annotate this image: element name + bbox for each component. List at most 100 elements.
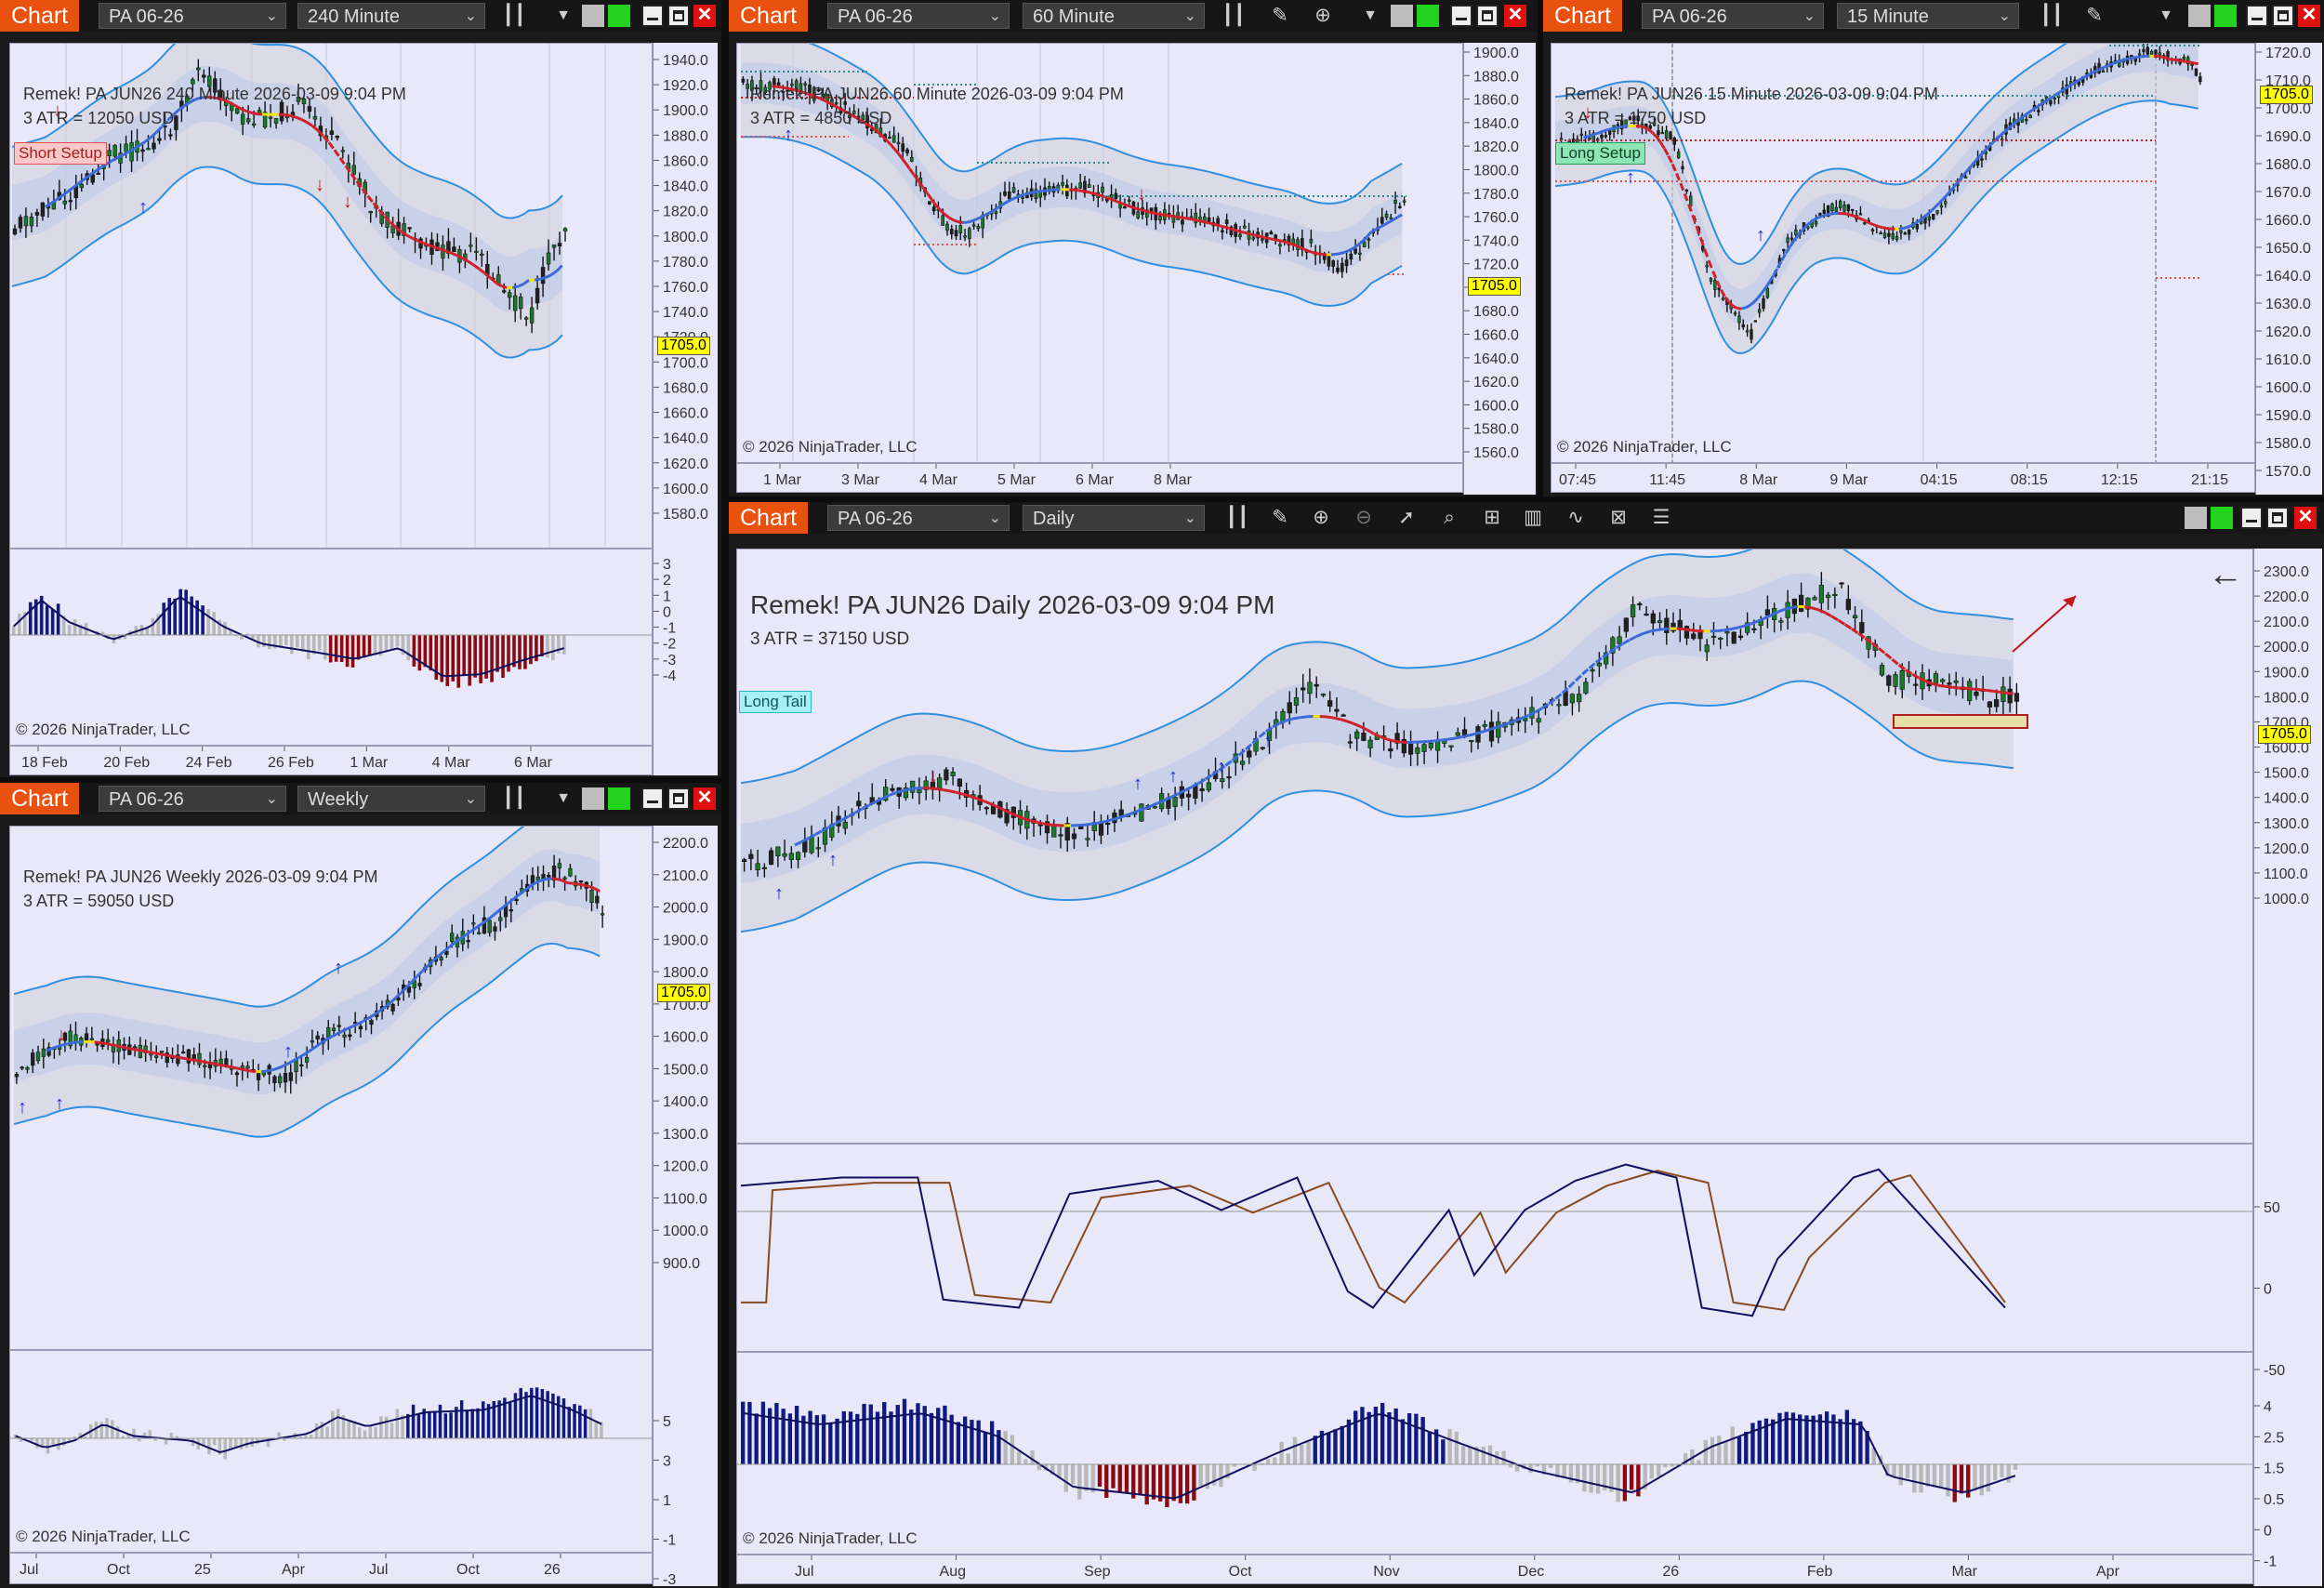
candle-body: [1879, 665, 1885, 676]
price-panel[interactable]: ↓ ↑ ↓ ↓ Remek! PA JUN26 240 Minute 2026-03-…: [9, 43, 653, 549]
bar-type-icon[interactable]: ┃┃: [502, 787, 526, 809]
minimize-button[interactable]: [1450, 5, 1472, 27]
chart-tab[interactable]: Chart: [0, 783, 80, 814]
data-box-icon[interactable]: ⌕: [1444, 507, 1455, 528]
minimize-button[interactable]: [2246, 5, 2268, 27]
bar-type-icon[interactable]: ┃┃: [1221, 5, 1246, 26]
time-axis[interactable]: 1 Mar 3 Mar 4 Mar 5 Mar 6 Mar 8 Mar: [736, 463, 1463, 493]
link-status-button[interactable]: [1417, 5, 1439, 27]
zoom-out-icon[interactable]: ⊖: [1355, 507, 1372, 528]
close-button[interactable]: ✕: [2298, 5, 2320, 27]
trend-line-segment: [929, 787, 937, 790]
oscillator-panel[interactable]: © 2026 NinjaTrader, LLC: [9, 1350, 653, 1553]
zoom-in-icon[interactable]: ⊕: [1314, 5, 1331, 26]
candle-body: [301, 99, 307, 105]
stochastic-panel[interactable]: [736, 1144, 2253, 1352]
price-panel[interactable]: ↑ ↓ Remek! PA JUN26 60 Minute 2026-03-09 …: [736, 43, 1463, 463]
histogram-bar: [1885, 1464, 1890, 1476]
link-color-button[interactable]: [2188, 5, 2211, 27]
trend-line-segment: [276, 1065, 284, 1070]
close-button[interactable]: ✕: [1504, 5, 1526, 27]
axis-tick-label: 5: [663, 1414, 671, 1430]
link-color-button[interactable]: [582, 5, 604, 27]
instrument-selector[interactable]: PA 06-26 ⌄: [827, 505, 1010, 531]
close-button[interactable]: ✕: [693, 787, 716, 810]
maximize-button[interactable]: [667, 5, 690, 27]
draw-pen-icon[interactable]: ✎: [2086, 5, 2103, 26]
price-axis[interactable]: 2200.0 2100.0 2000.0 1900.0 1800.0 1700.0 1600…: [653, 826, 718, 1586]
trend-line-segment: [1352, 244, 1359, 250]
minimize-button[interactable]: [641, 787, 664, 810]
link-status-button[interactable]: [608, 5, 630, 27]
link-color-button[interactable]: [2185, 507, 2207, 529]
histogram-bar: [1501, 1450, 1506, 1464]
up-arrow-icon: ↑: [774, 883, 784, 904]
chevron-down-icon[interactable]: ▼: [556, 790, 571, 806]
price-panel[interactable]: ↓ ↑ ↑ Remek! PA JUN26 15 Minute 2026-03-09…: [1551, 43, 2255, 463]
chart-tab[interactable]: Chart: [0, 0, 80, 32]
histogram-bar: [1198, 1464, 1203, 1487]
price-axis[interactable]: 1940.0 1920.0 1900.0 1880.0 1860.0 1840.0 1820…: [653, 43, 718, 775]
bar-type-icon[interactable]: ┃┃: [1225, 507, 1249, 528]
price-axis[interactable]: 2300.0 2200.0 2100.0 2000.0 1900.0 1800.0 1700…: [2253, 549, 2322, 1586]
link-status-button[interactable]: [2214, 5, 2237, 27]
price-panel[interactable]: ↓ ↑ ↑ ↑ ↑ Remek! PA JUN26 Weekly 2026-03-09 …: [9, 826, 653, 1350]
interval-selector[interactable]: 15 Minute ⌄: [1837, 3, 2019, 29]
chevron-down-icon: ⌄: [265, 8, 278, 24]
maximize-button[interactable]: [2266, 507, 2289, 529]
price-axis[interactable]: 1720.0 1710.0 1700.0 1690.0 1680.0 1670.0 1660…: [2255, 43, 2322, 495]
bar-type-icon[interactable]: ┃┃: [502, 5, 526, 26]
back-arrow-icon[interactable]: ←: [2208, 555, 2243, 594]
price-panel[interactable]: ↑ ↑ ↓ ↑ ↑ ↑ ↑ Remek! PA JUN26 Daily 2026-03-09…: [736, 549, 2253, 1144]
oscillator-panel[interactable]: © 2026 NinjaTrader, LLC: [9, 549, 653, 746]
chart-tab[interactable]: Chart: [729, 0, 809, 32]
maximize-button[interactable]: [1476, 5, 1499, 27]
histogram-bar: [895, 1405, 900, 1464]
instrument-selector[interactable]: PA 06-26 ⌄: [827, 3, 1010, 29]
oscillator-panel[interactable]: © 2026 NinjaTrader, LLC: [736, 1352, 2253, 1555]
time-axis[interactable]: 18 Feb 20 Feb 24 Feb 26 Feb 1 Mar 4 Mar 6 Mar: [9, 746, 653, 775]
interval-selector[interactable]: Weekly ⌄: [297, 786, 485, 812]
chevron-down-icon[interactable]: ▼: [2159, 7, 2173, 23]
list-icon[interactable]: ☰: [1652, 507, 1670, 528]
templates-icon[interactable]: ⊠: [1610, 507, 1627, 528]
minimize-button[interactable]: [2240, 507, 2263, 529]
link-color-button[interactable]: [582, 787, 604, 810]
time-axis[interactable]: 07:45 11:45 8 Mar 9 Mar 04:15 08:15 12:15 21:15: [1551, 463, 2255, 493]
chevron-down-icon[interactable]: ▼: [1363, 7, 1378, 23]
candle-body: [1021, 196, 1024, 199]
chart-tab[interactable]: Chart: [1543, 0, 1623, 32]
price-axis[interactable]: 1900.0 1880.0 1860.0 1840.0 1820.0 1800.0 1780…: [1463, 43, 1536, 495]
interval-selector[interactable]: 60 Minute ⌄: [1023, 3, 1205, 29]
indicators-icon[interactable]: ▥: [1524, 507, 1542, 528]
maximize-button[interactable]: [2272, 5, 2294, 27]
histogram-bar: [821, 1414, 826, 1464]
time-axis[interactable]: Jul Oct 25 Apr Jul Oct 26: [9, 1553, 653, 1584]
link-status-button[interactable]: [608, 787, 630, 810]
instrument-selector[interactable]: PA 06-26 ⌄: [1642, 3, 1824, 29]
draw-pen-icon[interactable]: ✎: [1272, 5, 1288, 26]
chart-tab[interactable]: Chart: [729, 502, 809, 534]
link-status-button[interactable]: [2211, 507, 2233, 529]
candle-body: [207, 75, 212, 87]
zoom-in-icon[interactable]: ⊕: [1313, 507, 1329, 528]
trend-line-segment: [573, 881, 579, 886]
maximize-button[interactable]: [667, 787, 690, 810]
candle-body: [842, 821, 848, 829]
trend-line-segment: [1567, 680, 1578, 689]
chevron-down-icon[interactable]: ▼: [556, 7, 571, 23]
interval-selector[interactable]: 240 Minute ⌄: [297, 3, 485, 29]
close-button[interactable]: ✕: [693, 5, 716, 27]
minimize-button[interactable]: [641, 5, 664, 27]
interval-selector[interactable]: Daily ⌄: [1023, 505, 1205, 531]
instrument-selector[interactable]: PA 06-26 ⌄: [99, 3, 286, 29]
strategies-icon[interactable]: ∿: [1567, 507, 1584, 528]
bar-type-icon[interactable]: ┃┃: [2040, 5, 2064, 26]
draw-pen-icon[interactable]: ✎: [1272, 507, 1288, 528]
time-axis[interactable]: Jul Aug Sep Oct Nov Dec 26 Feb Mar Apr: [736, 1555, 2253, 1584]
close-button[interactable]: ✕: [2294, 507, 2317, 529]
link-color-button[interactable]: [1391, 5, 1413, 27]
pointer-icon[interactable]: ➚: [1398, 507, 1415, 528]
properties-icon[interactable]: ⊞: [1484, 507, 1500, 528]
instrument-selector[interactable]: PA 06-26 ⌄: [99, 786, 286, 812]
